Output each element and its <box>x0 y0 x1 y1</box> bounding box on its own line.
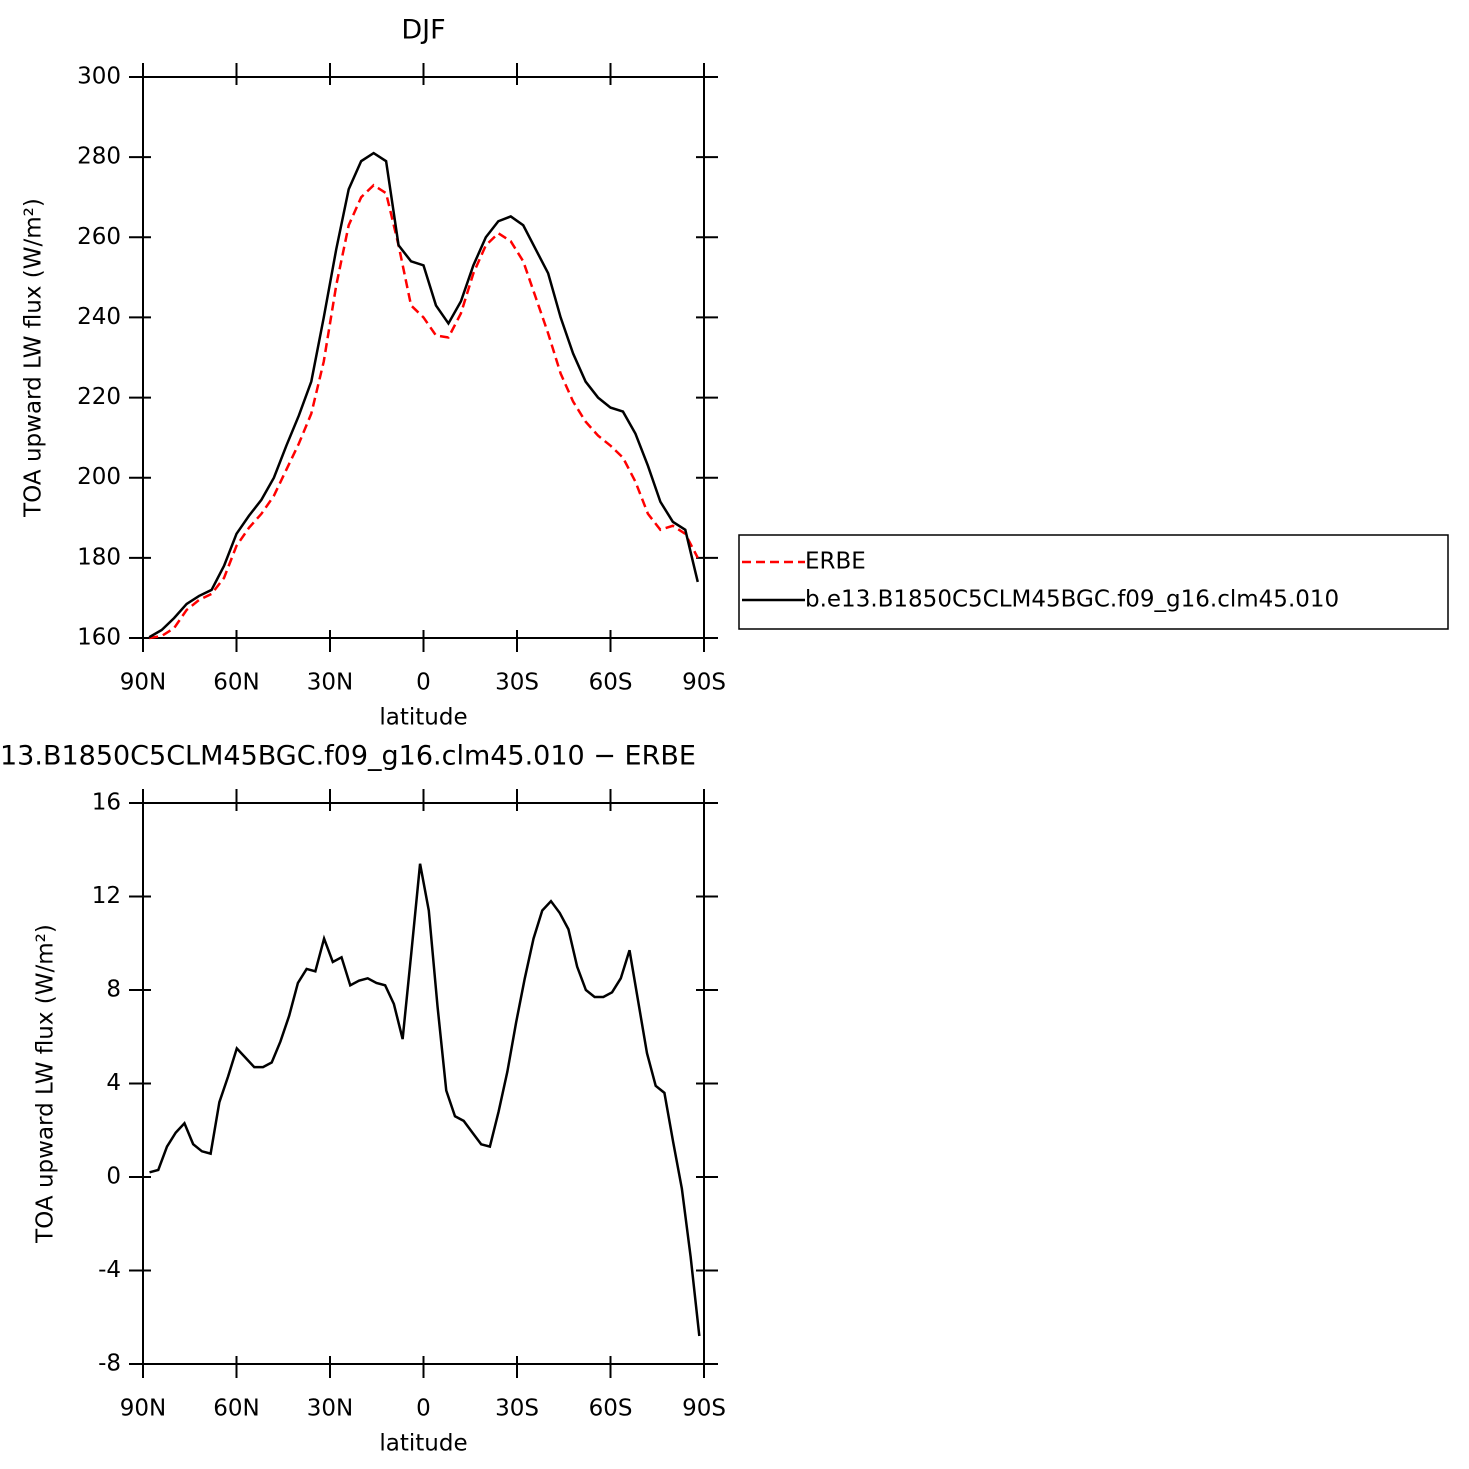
x-tick-label: 90N <box>120 670 166 696</box>
y-tick-label: 8 <box>106 977 121 1003</box>
y-tick-label: 180 <box>77 544 121 570</box>
y-tick-label: -4 <box>98 1257 121 1283</box>
y-axis-label: TOA upward LW flux (W/m²) <box>33 924 59 1244</box>
y-tick-label: 16 <box>92 790 121 816</box>
x-tick-label: 0 <box>416 670 431 696</box>
x-tick-label: 90S <box>682 1396 726 1422</box>
y-tick-label: 300 <box>77 64 121 90</box>
y-tick-label: 160 <box>77 625 121 651</box>
y-tick-label: 280 <box>77 144 121 170</box>
y-tick-label: 200 <box>77 464 121 490</box>
x-tick-label: 60S <box>589 670 633 696</box>
plot-frame <box>142 76 705 639</box>
data-line <box>149 183 699 640</box>
y-tick-label: 12 <box>92 883 121 909</box>
x-tick-label: 60N <box>213 670 259 696</box>
chart-title: DJF <box>401 15 445 46</box>
x-tick-label: 90N <box>120 1396 166 1422</box>
x-tick-label: 60N <box>213 1396 259 1422</box>
x-tick-label: 30N <box>307 670 353 696</box>
legend-label: ERBE <box>805 549 866 575</box>
y-tick-label: 240 <box>77 304 121 330</box>
x-tick-label: 0 <box>416 1396 431 1422</box>
x-tick-label: 30S <box>495 1396 539 1422</box>
x-tick-label: 30N <box>307 1396 353 1422</box>
x-axis-label: latitude <box>379 1431 467 1457</box>
x-axis-label: latitude <box>379 705 467 731</box>
legend-box <box>738 534 1449 630</box>
y-tick-label: 0 <box>106 1164 121 1190</box>
plot-frame <box>142 802 705 1365</box>
data-line <box>148 151 699 639</box>
data-line <box>149 863 701 1337</box>
y-axis-label: TOA upward LW flux (W/m²) <box>21 198 47 518</box>
y-tick-label: 260 <box>77 224 121 250</box>
y-tick-label: 220 <box>77 384 121 410</box>
legend-label: b.e13.B1850C5CLM45BGC.f09_g16.clm45.010 <box>805 587 1339 613</box>
y-tick-label: 4 <box>106 1070 121 1096</box>
chart-title: 13.B1850C5CLM45BGC.f09_g16.clm45.010 − E… <box>0 741 696 772</box>
x-tick-label: 90S <box>682 670 726 696</box>
x-tick-label: 30S <box>495 670 539 696</box>
y-tick-label: -8 <box>98 1351 121 1377</box>
x-tick-label: 60S <box>589 1396 633 1422</box>
